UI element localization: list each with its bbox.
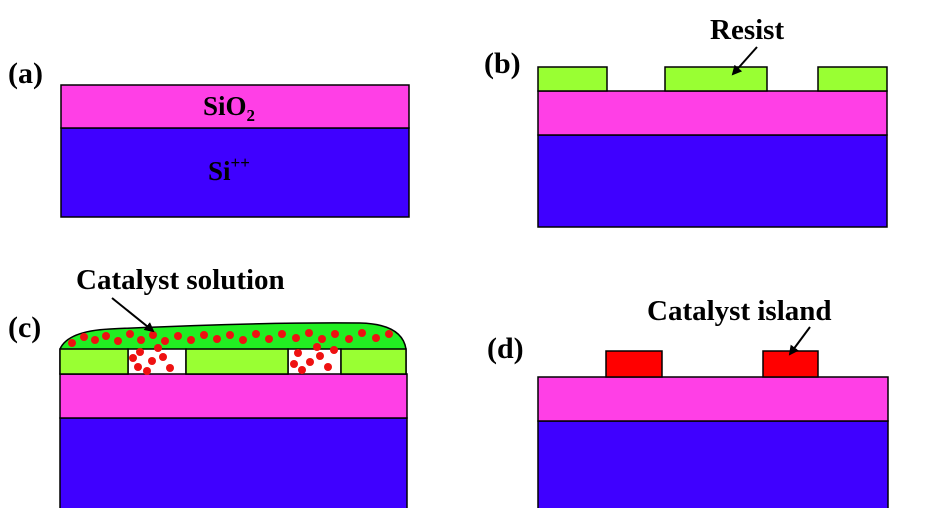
catalyst-particle bbox=[358, 329, 366, 337]
oxide-layer bbox=[537, 90, 888, 136]
catalyst-particle bbox=[265, 335, 273, 343]
catalyst-island bbox=[762, 350, 819, 378]
catalyst-particle bbox=[102, 332, 110, 340]
panel-b-label: (b) bbox=[484, 47, 521, 80]
catalyst-particle bbox=[91, 336, 99, 344]
catalyst-particle bbox=[137, 336, 145, 344]
catalyst-particle bbox=[161, 337, 169, 345]
catalyst-particle bbox=[114, 337, 122, 345]
substrate-layer bbox=[60, 127, 410, 218]
panel-a-label: (a) bbox=[8, 57, 43, 90]
panel-c: (c) Catalyst solution bbox=[8, 264, 408, 508]
catalyst-particle bbox=[226, 331, 234, 339]
catalyst-island-callout-arrow bbox=[788, 326, 811, 356]
catalyst-solution-callout-arrow bbox=[111, 297, 155, 333]
catalyst-particle bbox=[134, 363, 142, 371]
catalyst-particle bbox=[154, 344, 162, 352]
catalyst-particle bbox=[324, 363, 332, 371]
catalyst-particle bbox=[290, 360, 298, 368]
catalyst-particle bbox=[278, 330, 286, 338]
catalyst-particle bbox=[136, 348, 144, 356]
resist-block bbox=[185, 348, 289, 375]
catalyst-particle bbox=[294, 349, 302, 357]
catalyst-particle bbox=[345, 335, 353, 343]
oxide-layer bbox=[59, 373, 408, 419]
catalyst-particles bbox=[68, 329, 393, 375]
catalyst-solution-callout-label: Catalyst solution bbox=[76, 264, 285, 296]
resist-block bbox=[537, 66, 608, 92]
substrate-layer bbox=[537, 134, 888, 228]
oxide-layer bbox=[537, 376, 889, 422]
substrate-layer bbox=[59, 417, 408, 508]
catalyst-particle bbox=[159, 353, 167, 361]
catalyst-particle bbox=[318, 335, 326, 343]
resist-callout-label: Resist bbox=[710, 14, 784, 46]
catalyst-particle bbox=[200, 331, 208, 339]
catalyst-particle bbox=[143, 367, 151, 375]
catalyst-particle bbox=[80, 333, 88, 341]
catalyst-particle bbox=[187, 336, 195, 344]
catalyst-particle bbox=[292, 334, 300, 342]
catalyst-particle bbox=[305, 329, 313, 337]
resist-block bbox=[340, 348, 407, 375]
panel-d: (d) Catalyst island bbox=[487, 295, 889, 508]
panel-d-label: (d) bbox=[487, 332, 524, 365]
resist-block bbox=[817, 66, 888, 92]
substrate-layer-label: Si++ bbox=[208, 153, 250, 186]
oxide-layer-label: SiO2 bbox=[203, 91, 255, 125]
catalyst-particle bbox=[129, 354, 137, 362]
catalyst-particle bbox=[316, 352, 324, 360]
catalyst-particle bbox=[174, 332, 182, 340]
oxide-layer bbox=[60, 84, 410, 129]
catalyst-particle bbox=[126, 330, 134, 338]
catalyst-particle bbox=[385, 330, 393, 338]
resist-block bbox=[59, 348, 129, 375]
panel-a: (a) SiO2 Si++ bbox=[8, 57, 410, 218]
catalyst-particle bbox=[166, 364, 174, 372]
panel-b: (b) Resist bbox=[484, 14, 888, 228]
substrate-layer bbox=[537, 420, 889, 508]
catalyst-particle bbox=[213, 335, 221, 343]
catalyst-island-callout-label: Catalyst island bbox=[647, 295, 832, 327]
catalyst-particle bbox=[68, 339, 76, 347]
catalyst-particle bbox=[313, 343, 321, 351]
catalyst-particle bbox=[372, 334, 380, 342]
catalyst-particle bbox=[331, 330, 339, 338]
panel-c-label: (c) bbox=[8, 311, 41, 344]
catalyst-particle bbox=[298, 366, 306, 374]
catalyst-particle bbox=[149, 331, 157, 339]
catalyst-particle bbox=[252, 330, 260, 338]
catalyst-island bbox=[605, 350, 663, 378]
resist-callout-arrow bbox=[731, 46, 758, 76]
catalyst-particle bbox=[148, 357, 156, 365]
catalyst-particle bbox=[306, 358, 314, 366]
resist-block bbox=[664, 66, 768, 92]
catalyst-particle bbox=[330, 346, 338, 354]
catalyst-particle bbox=[239, 336, 247, 344]
